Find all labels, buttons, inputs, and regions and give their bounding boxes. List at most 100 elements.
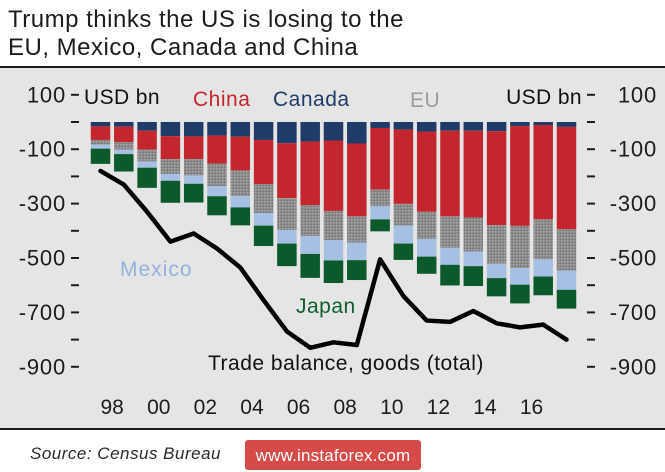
bar-segment-eu-2004 [253,184,274,214]
series-label-eu: EU [410,89,440,112]
bar-segment-canada-2003 [230,122,251,137]
bar-1999 [137,122,157,188]
trade-balance-point-1999 [145,209,150,214]
stacked-bars [90,122,577,309]
trade-balance-point-2013 [471,309,476,314]
bar-segment-china-1997 [90,126,111,140]
bar-segment-japan-2013 [463,266,484,287]
bar-segment-japan-1998 [114,154,134,172]
watermark-badge [245,440,421,470]
instaforex-watermark: www.instaforex.com [245,440,421,470]
bar-segment-canada-2008 [347,122,367,144]
trade-balance-point-2015 [517,325,522,330]
bar-2001 [183,122,204,203]
x-axis: 98 00 02 04 06 08 10 12 14 16 [100,396,543,419]
bar-segment-canada-2016 [533,122,553,125]
bar-segment-japan-2014 [486,278,507,297]
bar-segment-eu-2007 [323,210,344,241]
bar-segment-japan-2002 [207,196,227,216]
bar-segment-china-2002 [207,135,227,164]
bar-segment-eu-2016 [533,219,553,260]
bar-segment-canada-2012 [440,122,460,131]
x-tick-label-2016: 16 [520,396,543,419]
bar-segment-mexico-2008 [347,242,367,261]
bar-segment-china-2004 [253,139,274,185]
bar-segment-china-2016 [533,124,553,220]
x-tick-label-2006: 06 [287,396,310,419]
y-tick-label-left-100: 100 [27,82,66,107]
bar-segment-japan-2011 [416,256,437,274]
y-unit-label-left: USD bn [84,86,160,109]
panel-bottom-rule [0,428,665,430]
trade-balance-point-2014 [494,321,499,326]
bar-segment-eu-2012 [440,216,460,248]
y-tick-label-left-minus700: -700 [19,300,66,325]
bar-segment-japan-2004 [253,225,274,247]
y-tick-label-right-minus300: -300 [610,191,657,216]
x-tick-label-2008: 08 [333,396,356,419]
bar-segment-mexico-1997 [90,144,111,149]
bar-segment-mexico-1999 [137,161,157,168]
y-tick-label-left-minus900: -900 [19,354,66,379]
x-tick-label-1998: 98 [100,396,123,419]
bar-2010 [393,122,414,260]
bar-segment-eu-2017 [556,229,577,271]
bar-segment-japan-2012 [440,264,460,286]
bar-segment-canada-2015 [510,122,530,127]
y-tick-label-right-100: 100 [618,82,657,107]
bar-segment-canada-2007 [323,122,344,141]
bar-segment-eu-2011 [416,211,437,239]
x-tick-label-2002: 02 [194,396,217,419]
bar-segment-mexico-2001 [183,175,204,184]
bar-2016 [533,122,553,296]
x-tick-label-2010: 10 [380,396,403,419]
bar-segment-mexico-2000 [160,173,181,181]
bar-2003 [230,122,251,226]
y-axis-right: 100 -100 -300 -500 -700 -900 [587,82,657,379]
bar-segment-china-2001 [183,136,204,159]
bar-segment-china-2006 [300,141,320,206]
trade-balance-point-2017 [564,337,569,342]
series-label-trade-balance: Trade balance, goods (total) [208,352,484,375]
bar-segment-japan-2015 [510,284,530,304]
bar-segment-canada-1998 [114,122,134,127]
bar-segment-mexico-2003 [230,196,251,208]
x-tick-label-2012: 12 [427,396,450,419]
x-tick-label-2004: 04 [240,396,264,419]
trade-balance-point-2008 [354,343,359,348]
bar-segment-canada-2006 [300,122,320,142]
bar-2007 [323,122,344,284]
bar-segment-japan-2005 [277,243,297,267]
trade-balance-point-2004 [261,298,266,303]
bar-segment-japan-2006 [300,253,320,278]
bar-segment-mexico-2016 [533,259,553,277]
bar-segment-china-2003 [230,136,251,171]
trade-balance-point-1998 [121,182,126,187]
bar-segment-eu-2009 [370,189,390,207]
trade-balance-point-1997 [98,168,103,173]
bar-segment-eu-2013 [463,217,484,252]
watermark-text: www.instaforex.com [255,446,411,465]
y-tick-label-right-minus100: -100 [610,137,657,162]
bar-1997 [90,122,111,164]
bar-segment-japan-2016 [533,276,553,296]
bar-segment-canada-2014 [486,122,507,132]
bar-segment-china-2015 [510,126,530,226]
bar-segment-mexico-2005 [277,229,297,244]
bar-segment-eu-2010 [393,203,414,226]
bar-2008 [347,122,367,281]
bar-segment-japan-2008 [347,260,367,281]
bar-segment-china-1998 [114,126,134,143]
y-axis-left: 100 -100 -300 -500 -700 -900 [19,82,79,379]
series-label-japan: Japan [296,295,356,318]
trade-balance-point-2005 [284,329,289,334]
series-label-mexico: Mexico [120,258,193,281]
bar-2002 [207,122,227,216]
bar-segment-china-2017 [556,126,577,230]
bar-segment-canada-2017 [556,122,577,127]
bar-segment-japan-2010 [393,243,414,260]
bar-segment-china-2000 [160,136,181,159]
series-label-canada: Canada [273,88,350,111]
